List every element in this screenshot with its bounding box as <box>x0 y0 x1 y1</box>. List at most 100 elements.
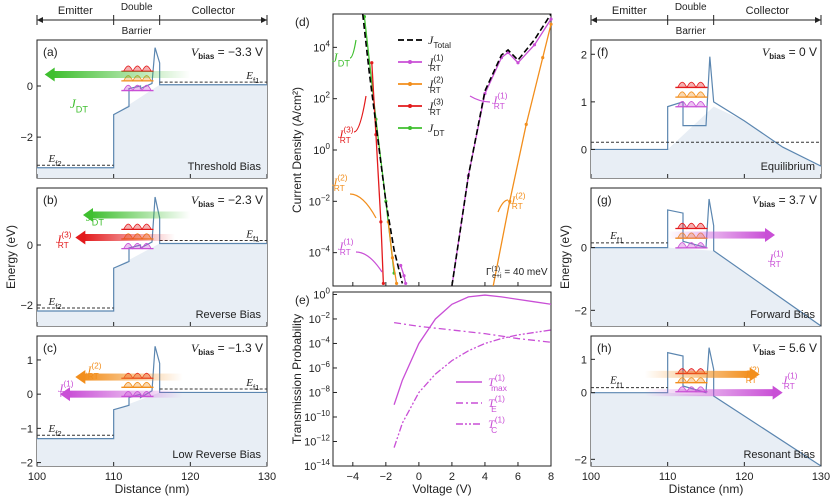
series-point <box>381 281 385 286</box>
bias-label: Vbias = 5.6 V <box>752 341 817 357</box>
ef-label: Ef1 <box>609 375 623 390</box>
current-arrowhead-0 <box>765 228 775 243</box>
label-j-rt2-h: J(2) RT <box>744 365 760 385</box>
band-fill <box>591 247 821 326</box>
pointer-3 <box>355 251 383 273</box>
region-emitter: Emitter <box>58 5 93 17</box>
panel-c: Vbias = −1.3 V <box>36 335 268 467</box>
panel-tag: (e) <box>295 293 310 307</box>
bias-label: Vbias = 3.7 V <box>752 193 817 209</box>
pointer-1 <box>353 95 367 133</box>
y-tick-label: −1 <box>20 423 33 435</box>
pointer-0 <box>349 39 357 59</box>
region-double: Double <box>121 2 153 13</box>
y-tick-label: 10−12 <box>304 433 330 448</box>
series-point <box>390 256 395 260</box>
legend-marker-4 <box>408 126 412 130</box>
panel-caption: Low Reverse Bias <box>172 449 261 461</box>
panel-tag: (b) <box>43 193 58 207</box>
series-point <box>532 43 537 47</box>
wavefunction-2 <box>123 84 152 92</box>
current-arrow-0 <box>83 373 183 381</box>
y-tick-label: 10−14 <box>304 458 330 473</box>
series-line-1 <box>371 62 385 284</box>
panel-caption: Forward Bias <box>750 309 815 321</box>
ef-left-label: Ef2 <box>48 423 62 438</box>
curve-label-rt2-right: J(2) RT <box>510 191 526 211</box>
series-point <box>399 263 403 268</box>
panel-tag: (c) <box>43 341 57 355</box>
legend-e-label-2: T(1) C <box>488 415 505 435</box>
header-left <box>36 15 268 25</box>
bias-label: Vbias = −2.3 V <box>191 193 263 209</box>
y-tick-label: −2 <box>574 454 587 466</box>
x-tick-label: 110 <box>659 471 677 483</box>
y-tick-label: 104 <box>313 39 330 54</box>
x-tick-label: 0 <box>416 471 422 483</box>
x-axis-title: Distance (nm) <box>669 482 744 496</box>
current-arrowhead-1 <box>60 387 70 402</box>
label-j-rt1-c: J(1) RT <box>58 379 74 399</box>
wavefunction-0 <box>677 81 706 89</box>
pointer-2 <box>349 193 377 219</box>
bias-label: Vbias = −1.3 V <box>191 341 263 357</box>
legend-e-label-0: T(1) max <box>488 373 508 393</box>
panel-tag: (f) <box>597 45 608 59</box>
x-tick-label: 100 <box>582 471 600 483</box>
panel-caption: Resonant Bias <box>743 449 815 461</box>
y-tick-label: 100 <box>313 286 330 301</box>
current-arrow-0 <box>52 71 191 78</box>
x-tick-label: −4 <box>347 471 360 483</box>
y-tick-label: 0 <box>581 243 587 255</box>
legend-e-label-1: T(1) E <box>488 394 505 414</box>
panel-g: Vbias = 3.7 V <box>590 187 822 327</box>
y-tick-label: 2 <box>581 49 587 61</box>
panel-tag: (g) <box>597 193 612 207</box>
x-tick-label: 130 <box>812 471 830 483</box>
panel-b: Vbias = −2.3 V <box>36 187 268 327</box>
curve-label-dt: JDT <box>332 50 350 69</box>
ef-right-label: Ef1 <box>245 377 259 392</box>
legend-label-0: JTotal <box>428 33 451 50</box>
current-arrowhead-0 <box>83 208 93 222</box>
y-axis-title: Energy (eV) <box>558 225 572 289</box>
series-point <box>379 220 383 224</box>
curve-label-rt2: J(2) RT <box>332 173 348 193</box>
series-line-7 <box>451 14 551 286</box>
current-arrow-0 <box>91 211 191 219</box>
y-tick-label: 10−2 <box>309 311 331 326</box>
y-tick-label: 0 <box>581 388 587 400</box>
series-line-0 <box>393 294 551 405</box>
y-tick-label: 10−4 <box>309 335 331 350</box>
y-tick-label: −2 <box>20 132 33 144</box>
series-point <box>370 61 374 65</box>
series-point <box>549 17 553 21</box>
gamma-annotation: Γ(1) e+i = 40 meV <box>486 266 548 280</box>
legend-marker-1 <box>408 60 412 64</box>
y-tick-label: 1 <box>27 355 33 367</box>
current-arrowhead-0 <box>44 67 55 82</box>
panel-tag: (d) <box>295 15 310 29</box>
y-tick-label: 0 <box>581 144 587 156</box>
wavefunction-2 <box>677 101 706 108</box>
y-tick-label: 0 <box>27 240 33 252</box>
series-point <box>402 274 406 278</box>
curve-label-rt3: J(3) RT <box>338 125 354 145</box>
band-edge <box>591 56 822 167</box>
x-tick-label: 130 <box>258 471 276 483</box>
x-tick-label: 120 <box>181 471 199 483</box>
series-point <box>516 61 520 65</box>
label-j-rt1-h: J(1) RT <box>782 371 798 391</box>
y-tick-label: 10−10 <box>304 409 330 424</box>
region-barrier: Barrier <box>122 26 153 37</box>
panel-e: 100 10−2 10−4 10−6 10−8 10−10 10−12 10−14 <box>304 286 552 473</box>
legend-marker-2 <box>408 82 412 86</box>
x-tick-label: 4 <box>482 471 488 483</box>
panel-tag: (a) <box>43 45 58 59</box>
y-tick-label: 0 <box>27 81 33 93</box>
figure-layer: Emitter Double Barrier Collector Emitter Doub… <box>4 2 830 496</box>
wavefunction-0 <box>123 65 152 73</box>
current-arrow-0 <box>644 370 752 378</box>
header-right <box>590 15 822 25</box>
